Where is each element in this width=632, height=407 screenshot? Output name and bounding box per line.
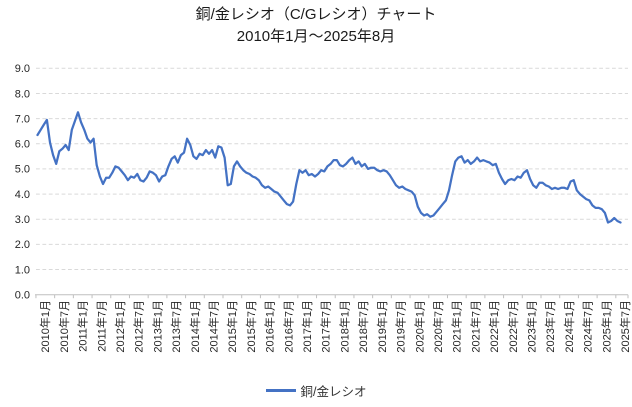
x-tick-label: 2010年7月 [57,300,71,353]
series-line-copper-gold-ratio [36,111,622,224]
y-tick-label: 3.0 [15,214,30,226]
y-tick-label: 5.0 [15,164,30,176]
x-tick-label: 2016年1月 [263,300,277,353]
x-tick-label: 2010年1月 [38,300,52,353]
x-tick-label: 2012年7月 [132,300,146,353]
y-tick-label: 4.0 [15,189,30,201]
x-tick-label: 2022年1月 [487,300,501,353]
x-tick-label: 2017年1月 [300,300,314,353]
x-tick-label: 2018年1月 [337,300,351,353]
x-tick-label: 2021年7月 [468,300,482,353]
x-tick-label: 2015年1月 [225,300,239,353]
legend-series-label: 銅/金レシオ [300,385,367,399]
chart-subtitle: 2010年1月～2025年8月 [236,28,396,45]
x-tick-label: 2022年7月 [506,300,520,353]
x-tick-label: 2014年7月 [206,300,220,353]
y-tick-label: 8.0 [15,88,30,100]
x-tick-labels: 2010年1月 2010年7月 2011年1月 2011年7月 2012年1月 2012年… [38,300,632,353]
x-tick-label: 2014年1月 [188,300,202,353]
x-tick-label: 2013年1月 [150,300,164,353]
x-tick-label: 2021年1月 [450,300,464,353]
y-tick-label: 9.0 [15,63,30,75]
x-tick-label: 2023年1月 [524,300,538,353]
x-tick-label: 2023年7月 [543,300,557,353]
x-tick-label: 2020年7月 [431,300,445,353]
x-tick-label: 2017年7月 [319,300,333,353]
x-tick-label: 2024年7月 [581,300,595,353]
chart-legend: 銅/金レシオ [0,381,632,400]
x-tick-label: 2015年7月 [244,300,258,353]
y-tick-label: 0.0 [15,290,30,302]
y-tick-label: 6.0 [15,139,30,151]
x-tick-label: 2019年7月 [394,300,408,353]
x-tick-label: 2016年7月 [281,300,295,353]
chart-title-block: 銅/金レシオ（C/Gレシオ）チャート 2010年1月～2025年8月 [0,4,632,48]
x-tick-marks [35,294,629,299]
x-tick-label: 2024年1月 [562,300,576,353]
x-tick-label: 2013年7月 [169,300,183,353]
x-tick-label: 2020年1月 [412,300,426,353]
x-tick-label: 2011年7月 [94,300,108,352]
x-tick-label: 2018年7月 [356,300,370,353]
y-gridlines [36,67,628,271]
y-tick-label: 2.0 [15,239,30,251]
x-tick-label: 2011年1月 [76,300,90,352]
chart-title: 銅/金レシオ（C/Gレシオ）チャート [195,6,437,23]
x-tick-label: 2012年1月 [113,300,127,353]
legend-line-swatch [265,389,296,392]
x-tick-label: 2025年7月 [618,300,632,353]
y-axis-labels: 0.0 1.0 2.0 3.0 4.0 5.0 6.0 7.0 8.0 9.0 [15,63,30,301]
x-tick-label: 2025年1月 [599,300,613,353]
y-tick-label: 7.0 [15,113,30,125]
x-tick-label: 2019年1月 [375,300,389,353]
y-tick-label: 1.0 [15,264,30,276]
